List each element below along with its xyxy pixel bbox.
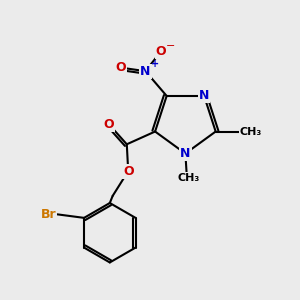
Text: −: −	[166, 41, 176, 51]
Text: Br: Br	[41, 208, 56, 221]
Text: CH₃: CH₃	[240, 127, 262, 136]
Text: N: N	[199, 89, 209, 102]
Text: O: O	[104, 118, 114, 131]
Text: CH₃: CH₃	[177, 172, 199, 183]
Text: +: +	[151, 59, 159, 69]
Text: O: O	[116, 61, 126, 74]
Text: N: N	[140, 65, 151, 78]
Text: O: O	[123, 165, 134, 178]
Text: N: N	[180, 147, 190, 160]
Text: O: O	[156, 45, 166, 58]
